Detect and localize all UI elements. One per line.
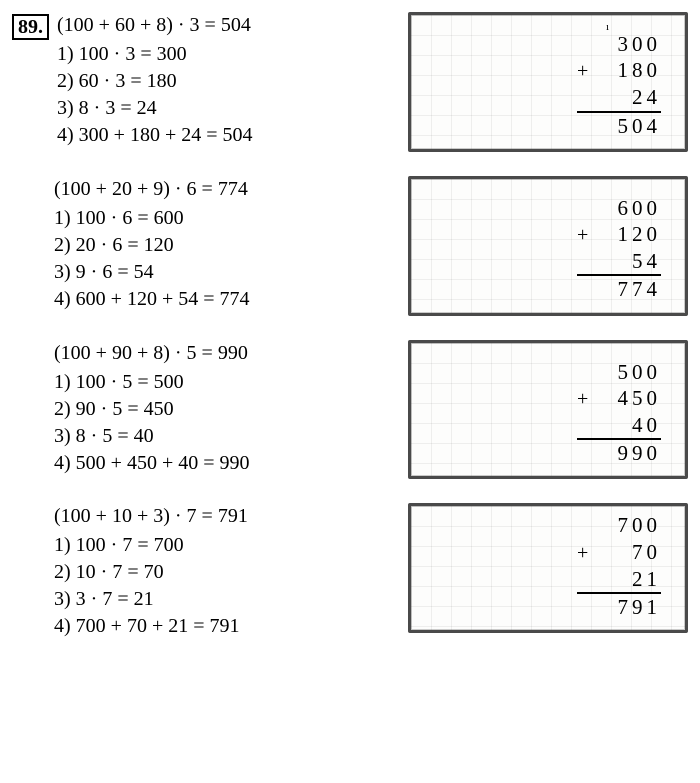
calc-number: 40	[601, 412, 661, 438]
calc-number: 450	[601, 385, 661, 411]
calc-result: 791	[577, 594, 661, 620]
calc-line: 300	[577, 31, 661, 57]
calc-box: 600 +120 54 774	[408, 176, 688, 316]
calc-number: 600	[601, 195, 661, 221]
calc-number: 21	[601, 566, 661, 592]
step-line: 4) 600 + 120 + 54 = 774	[54, 286, 250, 313]
page: 89. (100 + 60 + 8) · 3 = 504 1) 100 · 3 …	[12, 12, 688, 640]
left-column: (100 + 20 + 9) · 6 = 774 1) 100 · 6 = 60…	[12, 176, 390, 313]
equations: (100 + 60 + 8) · 3 = 504 1) 100 · 3 = 30…	[57, 12, 253, 149]
problem-label: 89.	[12, 14, 49, 40]
main-equation: (100 + 20 + 9) · 6 = 774	[54, 176, 250, 203]
calc-result: 774	[577, 276, 661, 302]
equations: (100 + 10 + 3) · 7 = 791 1) 100 · 7 = 70…	[54, 503, 248, 640]
step-line: 4) 300 + 180 + 24 = 504	[57, 122, 253, 149]
calc-number: 300	[601, 31, 661, 57]
calc-line: 40	[577, 412, 661, 440]
problem-row: (100 + 90 + 8) · 5 = 990 1) 100 · 5 = 50…	[12, 340, 688, 480]
calc-number: 180	[601, 57, 661, 83]
calc-line: 54	[577, 248, 661, 276]
problem-row: 89. (100 + 60 + 8) · 3 = 504 1) 100 · 3 …	[12, 12, 688, 152]
calc-box: ı 300 +180 24 504	[408, 12, 688, 152]
step-line: 3) 8 · 5 = 40	[54, 423, 250, 450]
calc-line: +180	[577, 57, 661, 84]
calc-result: 504	[577, 113, 661, 139]
step-line: 4) 500 + 450 + 40 = 990	[54, 450, 250, 477]
calc-result: 990	[577, 440, 661, 466]
calc-number: 54	[601, 248, 661, 274]
calc-number: 504	[601, 113, 661, 139]
calc-number: 500	[601, 359, 661, 385]
calc-number: 24	[601, 84, 661, 110]
left-column: 89. (100 + 60 + 8) · 3 = 504 1) 100 · 3 …	[12, 12, 390, 149]
step-line: 2) 90 · 5 = 450	[54, 396, 250, 423]
carry-mark: ı	[606, 21, 637, 31]
calc-number: 791	[601, 594, 661, 620]
calc-line: 500	[577, 359, 661, 385]
calc-number: 990	[601, 440, 661, 466]
calc-line: 24	[577, 84, 661, 112]
plus-sign: +	[577, 223, 601, 248]
left-column: (100 + 10 + 3) · 7 = 791 1) 100 · 7 = 70…	[12, 503, 390, 640]
step-line: 3) 8 · 3 = 24	[57, 95, 253, 122]
plus-sign: +	[577, 541, 601, 566]
step-line: 4) 700 + 70 + 21 = 791	[54, 613, 248, 640]
step-line: 1) 100 · 3 = 300	[57, 41, 253, 68]
calc-number: 120	[601, 221, 661, 247]
calc-number: 700	[601, 512, 661, 538]
step-line: 3) 9 · 6 = 54	[54, 259, 250, 286]
step-line: 1) 100 · 5 = 500	[54, 369, 250, 396]
plus-sign: +	[577, 59, 601, 84]
plus-sign: +	[577, 387, 601, 412]
calc-box: 500 +450 40 990	[408, 340, 688, 480]
step-line: 2) 20 · 6 = 120	[54, 232, 250, 259]
problem-row: (100 + 20 + 9) · 6 = 774 1) 100 · 6 = 60…	[12, 176, 688, 316]
step-line: 2) 60 · 3 = 180	[57, 68, 253, 95]
left-column: (100 + 90 + 8) · 5 = 990 1) 100 · 5 = 50…	[12, 340, 390, 477]
calc-box: 700 +70 21 791	[408, 503, 688, 633]
calc-line: +450	[577, 385, 661, 412]
equations: (100 + 20 + 9) · 6 = 774 1) 100 · 6 = 60…	[54, 176, 250, 313]
calc-line: 600	[577, 195, 661, 221]
step-line: 2) 10 · 7 = 70	[54, 559, 248, 586]
step-line: 1) 100 · 6 = 600	[54, 205, 250, 232]
step-line: 3) 3 · 7 = 21	[54, 586, 248, 613]
calc-line: 700	[577, 512, 661, 538]
equations: (100 + 90 + 8) · 5 = 990 1) 100 · 5 = 50…	[54, 340, 250, 477]
calc-number: 70	[601, 539, 661, 565]
step-line: 1) 100 · 7 = 700	[54, 532, 248, 559]
main-equation: (100 + 10 + 3) · 7 = 791	[54, 503, 248, 530]
main-equation: (100 + 60 + 8) · 3 = 504	[57, 12, 253, 39]
main-equation: (100 + 90 + 8) · 5 = 990	[54, 340, 250, 367]
problem-row: (100 + 10 + 3) · 7 = 791 1) 100 · 7 = 70…	[12, 503, 688, 640]
calc-line: 21	[577, 566, 661, 594]
calc-number: 774	[601, 276, 661, 302]
calc-line: +120	[577, 221, 661, 248]
calc-line: +70	[577, 539, 661, 566]
